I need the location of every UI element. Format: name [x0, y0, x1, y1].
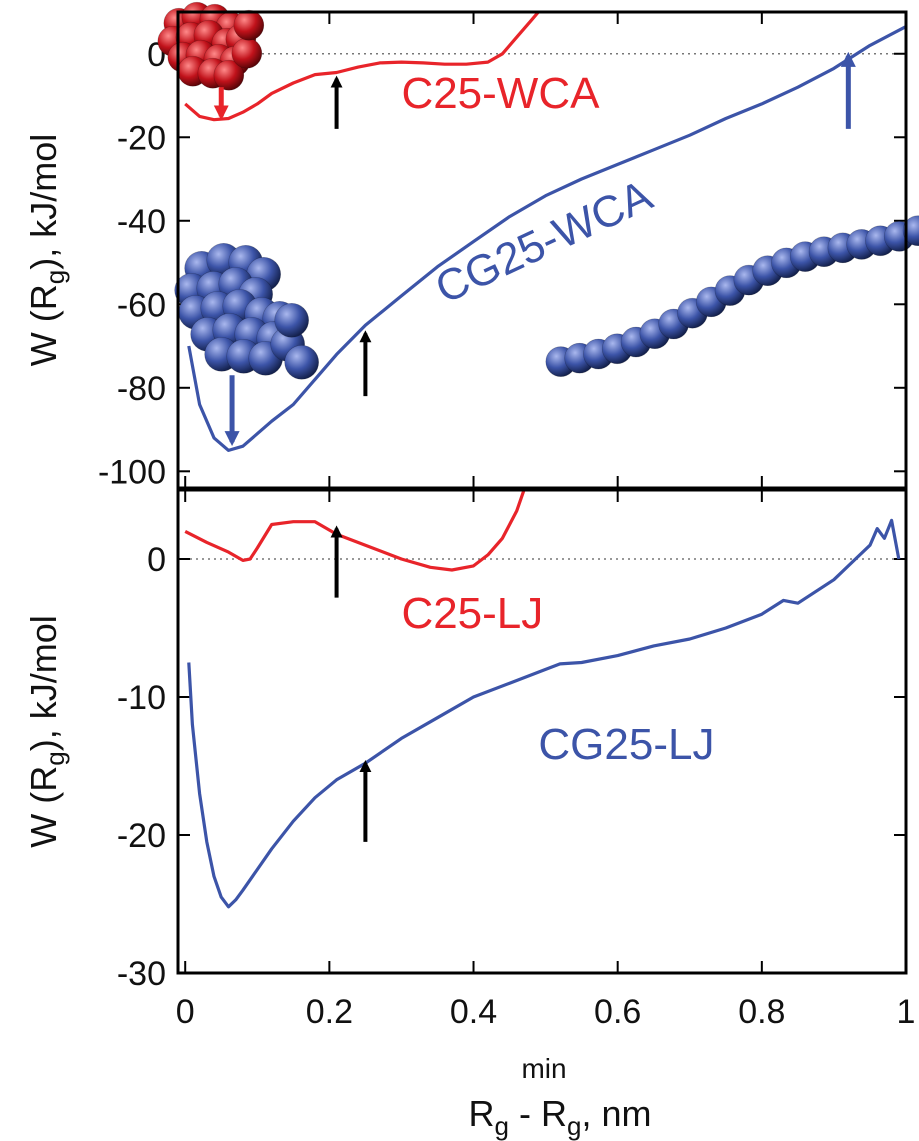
plot-frame — [176, 488, 908, 975]
series-line-cg25-wca — [187, 25, 906, 452]
bead — [233, 9, 265, 41]
y-axis-label: W (Rg), kJ/mol — [23, 615, 70, 847]
y-tick-label: -60 — [117, 286, 166, 324]
bead — [213, 59, 245, 91]
y-axis-label: W (Rg), kJ/mol — [23, 134, 70, 366]
x-tick-label: 0.8 — [738, 993, 785, 1031]
shared-axis-labels: Rg - Rg, nm min — [469, 1053, 652, 1141]
x-tick-label: 0 — [176, 993, 195, 1031]
series-line-c25-wca — [184, 12, 540, 122]
series-label: C25-LJ — [401, 589, 543, 638]
x-tick-label: 0.4 — [450, 993, 497, 1031]
y-tick-label: -20 — [117, 119, 166, 157]
x-tick-label: 0.6 — [594, 993, 641, 1031]
x-tick-label: 0.2 — [306, 993, 353, 1031]
plot-frame — [176, 10, 908, 490]
plot-area — [184, 490, 901, 909]
x-tick-label: 1 — [897, 993, 916, 1031]
molecule-blue-compact — [174, 242, 319, 380]
bead — [231, 37, 263, 69]
y-tick-label: -30 — [117, 955, 166, 993]
y-tick-label: -100 — [98, 453, 166, 491]
molecule-blue-extended — [545, 215, 919, 377]
molecule-red-compact — [157, 1, 265, 91]
y-tick-label: -10 — [117, 679, 166, 717]
y-tick-label: 0 — [147, 541, 166, 579]
series-label: CG25-WCA — [428, 171, 660, 314]
x-axis-label: Rg - Rg, nm — [469, 1093, 652, 1141]
series-line-cg25-lj — [187, 518, 901, 909]
plot-area — [184, 12, 906, 452]
series-label: C25-WCA — [401, 69, 600, 118]
bead — [274, 302, 309, 338]
y-tick-label: -20 — [117, 817, 166, 855]
bead — [284, 344, 319, 380]
bottom-panel: 0 -10 -20 -30 0 0.2 0.4 0.6 0.8 1 C25-LJ CG25-LJ W (… — [23, 488, 916, 1031]
y-tick-label: -40 — [117, 203, 166, 241]
x-axis-label-superscript: min — [521, 1053, 566, 1084]
y-tick-label: -80 — [117, 370, 166, 408]
series-label: CG25-LJ — [538, 720, 714, 769]
